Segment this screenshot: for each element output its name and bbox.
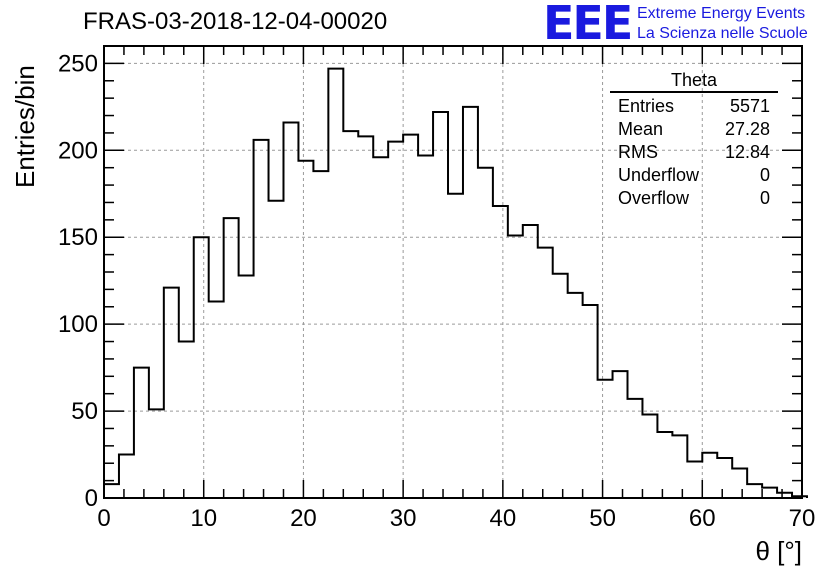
logo-caption: Extreme Energy Events La Scienza nelle S… [637,4,808,44]
y-tick-label: 250 [58,50,98,77]
histogram-bin [747,484,762,498]
stats-label: RMS [618,142,658,162]
y-tick-label: 100 [58,311,98,338]
histogram-bars [103,67,808,498]
histogram-bin [538,248,553,498]
stats-value: 27.28 [724,119,770,139]
histogram-bin [119,455,134,498]
histogram-bin [164,288,179,498]
histogram-bin [613,371,628,498]
histogram-bin [657,432,672,498]
eee-logo: EEE [543,0,633,50]
histogram-bin [194,237,209,498]
histogram-bin [209,302,224,498]
x-axis-label: θ [°] [755,536,802,566]
histogram-bin [179,342,194,498]
histogram-bin [448,194,463,498]
x-tick-label: 50 [589,505,616,532]
histogram-bin [732,468,747,498]
histogram-bin [328,69,343,498]
histogram-bin [388,142,403,498]
histogram-bin [433,112,448,498]
x-tick-label: 0 [97,505,110,532]
histogram-outline [103,67,808,498]
histogram-bin [762,488,777,498]
stats-label: Mean [618,119,664,139]
axis-ticks [103,45,803,499]
y-tick-label: 0 [85,485,98,512]
tick-labels: 0 10 20 30 40 50 60 70 0 50 100 150 200 250 [58,50,815,532]
histogram-bin [283,122,298,498]
histogram-bin [702,453,717,498]
histogram-bin [298,161,313,498]
y-tick-label: 50 [71,398,98,425]
histogram-bin [568,293,583,498]
stats-box-title: Theta [610,70,778,93]
stats-box: Theta Entries 5571 Mean 27.28 RMS 12.84 Und… [610,70,778,210]
histogram-bin [553,274,568,498]
histogram-bin [598,380,613,498]
histogram-bin [224,218,239,498]
histogram-bin [254,140,269,498]
histogram-bin [672,435,687,498]
y-tick-label: 200 [58,137,98,164]
x-tick-label: 20 [290,505,317,532]
histogram-bin [508,235,523,498]
x-tick-label: 70 [789,505,816,532]
x-tick-label: 60 [689,505,716,532]
histogram-bin [373,157,388,498]
grid-lines [104,46,802,498]
histogram-bin [583,305,598,498]
y-axis-label: Entries/bin [10,65,40,188]
stats-row-mean: Mean 27.28 [610,118,778,141]
x-tick-label: 40 [490,505,517,532]
histogram-bin [717,458,732,498]
logo-caption-line2: La Scienza nelle Scuole [637,25,808,42]
stats-value: 0 [759,165,770,185]
stats-label: Entries [618,96,675,116]
histogram-bin [149,409,164,498]
histogram-bin [313,171,328,498]
stats-label: Overflow [618,188,690,208]
histogram-bin [358,136,373,498]
histogram-bin [687,461,702,498]
histogram-bin [269,201,284,498]
stats-value: 5571 [729,96,770,116]
histogram-bin [642,415,657,498]
histogram-bin [403,135,418,498]
stats-value: 0 [759,188,770,208]
histogram-bin [418,156,433,498]
histogram-bin [493,206,508,498]
y-tick-label: 150 [58,224,98,251]
histogram-bin [463,107,478,498]
stats-row-overflow: Overflow 0 [610,187,778,210]
x-tick-label: 30 [390,505,417,532]
stats-row-underflow: Underflow 0 [610,164,778,187]
histogram-bin [523,225,538,498]
stats-row-entries: Entries 5571 [610,95,778,118]
chart-title: FRAS-03-2018-12-04-00020 [83,8,388,35]
histogram-bin [104,484,119,498]
histogram-bin [239,275,254,498]
histogram-bin [343,131,358,498]
logo-caption-line1: Extreme Energy Events [637,5,806,22]
stats-value: 12.84 [724,142,770,162]
histogram-bin [134,368,149,498]
histogram-bin [628,399,643,498]
x-tick-label: 10 [190,505,217,532]
histogram-bin [478,168,493,498]
stats-label: Underflow [618,165,700,185]
stats-row-rms: RMS 12.84 [610,141,778,164]
